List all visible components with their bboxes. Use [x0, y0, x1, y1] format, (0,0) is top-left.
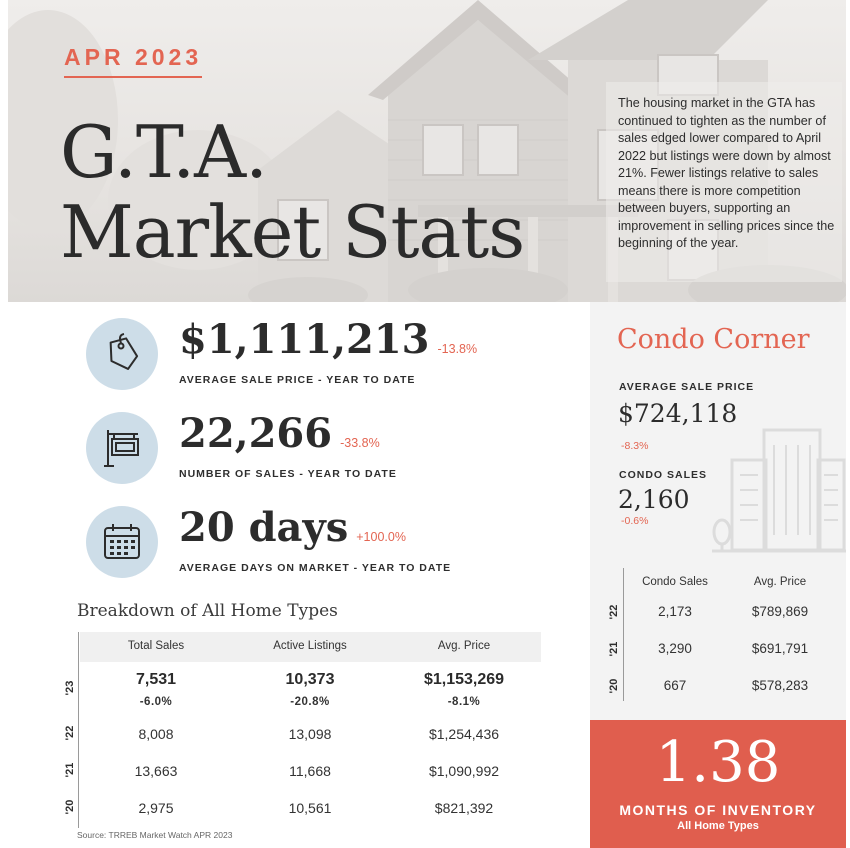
calendar-icon — [86, 506, 158, 578]
page-title-line1: G.T.A. — [60, 110, 268, 194]
condo-sales-change: -0.6% — [621, 515, 649, 527]
table-cell: 13,663 — [134, 763, 178, 779]
inventory-value: 1.38 — [655, 730, 781, 795]
buildings-icon — [712, 428, 846, 553]
condo-corner-panel: Condo Corner AVERAGE SALE PRICE $724,118… — [590, 302, 846, 720]
condo-sales-value: 2,160 — [618, 485, 690, 514]
table-cell: 13,098 — [288, 726, 332, 742]
breakdown-title: Breakdown of All Home Types — [77, 601, 338, 621]
table-cell: $578,283 — [751, 678, 809, 693]
report-month: APR 2023 — [64, 44, 203, 78]
row-year: '22 — [64, 725, 76, 741]
column-header: Avg. Price — [437, 640, 491, 652]
table-cell: 2,975 — [138, 800, 174, 816]
column-header: Total Sales — [127, 640, 185, 652]
row-year: '20 — [64, 799, 76, 815]
table-divider — [78, 632, 79, 828]
table-cell: 11,668 — [289, 763, 331, 779]
stat-label: AVERAGE DAYS ON MARKET - YEAR TO DATE — [179, 562, 452, 574]
condo-title: Condo Corner — [617, 324, 810, 355]
breakdown-header-row: Total Sales Active Listings Avg. Price — [80, 632, 541, 662]
table-cell: 2,173 — [658, 604, 692, 619]
inventory-label: MONTHS OF INVENTORY — [619, 802, 817, 818]
stat-value: 22,266 -33.8% — [179, 410, 380, 457]
stat-value: 20 days +100.0% — [179, 504, 406, 551]
stat-value: $1,111,213 -13.8% — [179, 316, 478, 363]
table-cell: 3,290 — [658, 641, 692, 656]
intro-paragraph: The housing market in the GTA has contin… — [618, 96, 835, 250]
table-cell: $691,791 — [751, 641, 809, 656]
condo-avg-change: -8.3% — [621, 440, 649, 452]
table-cell-change: -20.8% — [290, 696, 330, 708]
table-cell-change: -6.0% — [139, 696, 173, 708]
table-cell: $789,869 — [751, 604, 809, 619]
stat-change: +100.0% — [356, 530, 406, 544]
table-cell: 10,373 — [285, 671, 335, 688]
stat-change: -13.8% — [437, 342, 478, 356]
row-year: '22 — [608, 604, 620, 620]
column-header: Active Listings — [273, 640, 347, 652]
table-cell: 667 — [663, 678, 687, 693]
table-cell: 8,008 — [138, 726, 174, 742]
table-cell: $1,254,436 — [428, 726, 500, 742]
months-of-inventory-box: 1.38 MONTHS OF INVENTORY All Home Types — [590, 720, 846, 848]
column-header: Avg. Price — [753, 576, 807, 588]
column-header: Condo Sales — [642, 576, 708, 588]
table-cell: $821,392 — [434, 800, 494, 816]
row-year: '21 — [608, 641, 620, 657]
condo-sales-label: CONDO SALES — [619, 469, 708, 481]
stat-label: NUMBER OF SALES - YEAR TO DATE — [179, 468, 397, 480]
row-year: '20 — [608, 678, 620, 694]
condo-avg-value: $724,118 — [618, 399, 738, 428]
stat-label: AVERAGE SALE PRICE - YEAR TO DATE — [179, 374, 416, 386]
table-cell: $1,090,992 — [428, 763, 500, 779]
page-title: G.T.A. Market Stats — [60, 110, 525, 274]
page-title-line2: Market Stats — [60, 190, 525, 274]
table-cell: 10,561 — [288, 800, 332, 816]
for-sale-sign-icon — [86, 412, 158, 484]
price-tag-icon — [86, 318, 158, 390]
table-cell: 7,531 — [135, 671, 177, 688]
source-note: Source: TRREB Market Watch APR 2023 — [77, 830, 233, 840]
row-year: '21 — [64, 762, 76, 778]
table-divider — [623, 568, 624, 701]
table-cell-change: -8.1% — [447, 696, 481, 708]
hero-banner: APR 2023 G.T.A. Market Stats The housing… — [8, 0, 846, 302]
house-background-image — [8, 0, 846, 302]
row-year: '23 — [64, 680, 76, 696]
condo-avg-label: AVERAGE SALE PRICE — [619, 381, 755, 393]
table-cell: $1,153,269 — [423, 671, 505, 688]
inventory-sublabel: All Home Types — [677, 820, 759, 832]
stat-change: -33.8% — [340, 436, 380, 450]
